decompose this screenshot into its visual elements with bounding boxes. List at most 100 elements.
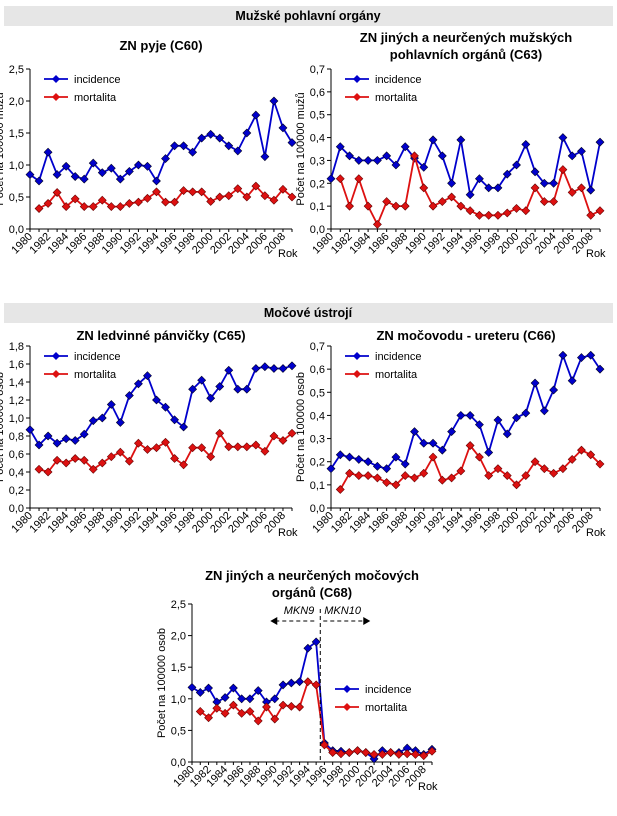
data-point: [52, 438, 62, 448]
y-tick-label: 0,3: [310, 434, 325, 446]
data-point: [474, 210, 484, 220]
data-point: [326, 464, 336, 474]
data-point: [539, 197, 549, 206]
y-tick-label: 0,0: [310, 503, 325, 515]
data-point: [595, 459, 605, 469]
data-point: [25, 170, 35, 180]
data-point: [245, 707, 255, 716]
arrow-head: [270, 617, 278, 625]
data-point: [278, 680, 288, 690]
data-point: [354, 471, 364, 481]
data-point: [215, 382, 225, 391]
data-point: [34, 204, 44, 213]
data-point: [70, 194, 80, 204]
data-point: [251, 364, 261, 373]
data-point: [152, 395, 161, 405]
data-point: [115, 418, 125, 427]
data-point: [567, 454, 577, 464]
data-point: [419, 468, 429, 478]
data-point: [70, 172, 80, 181]
data-point: [206, 393, 216, 403]
data-point: [586, 350, 596, 360]
data-point: [260, 152, 270, 162]
y-tick-label: 0,0: [171, 757, 186, 769]
data-point: [115, 202, 125, 212]
data-point: [124, 456, 134, 466]
y-tick-label: 0,2: [9, 485, 24, 497]
data-point: [197, 443, 207, 453]
data-point: [161, 154, 170, 164]
data-point: [344, 748, 354, 757]
data-point: [577, 183, 586, 193]
data-point: [303, 677, 313, 687]
data-point: [224, 191, 234, 201]
data-point: [493, 415, 503, 425]
legend-label: mortalita: [375, 92, 418, 104]
data-point: [204, 713, 213, 723]
data-point: [427, 746, 437, 756]
data-point: [124, 391, 134, 400]
data-point: [25, 425, 35, 435]
data-point: [286, 678, 296, 688]
data-point: [382, 478, 392, 487]
data-point: [206, 129, 216, 139]
data-point: [493, 464, 503, 474]
data-point: [278, 184, 288, 194]
data-point: [521, 408, 531, 418]
data-point: [278, 436, 288, 445]
y-tick-label: 0,2: [310, 178, 325, 190]
data-point: [269, 431, 279, 441]
data-point: [328, 748, 338, 757]
data-point: [549, 468, 559, 478]
data-point: [269, 96, 279, 106]
legend-label: incidence: [74, 351, 120, 363]
data-point: [567, 188, 577, 197]
y-tick-label: 0,6: [310, 364, 325, 376]
legend-marker: [353, 93, 361, 101]
chart-title: ZN ledvinné pánvičky (C65): [76, 328, 245, 343]
data-point: [237, 708, 247, 718]
y-axis-label: Počet na 100000 osob: [0, 372, 6, 482]
data-point: [586, 185, 596, 195]
data-point: [224, 365, 234, 375]
data-point: [79, 429, 89, 439]
data-point: [354, 174, 364, 184]
data-point: [97, 168, 107, 178]
data-point: [242, 192, 252, 202]
data-point: [363, 471, 373, 481]
data-point: [558, 133, 568, 142]
data-point: [215, 428, 225, 438]
legend-label: mortalita: [74, 369, 117, 381]
data-point: [335, 174, 345, 184]
data-point: [79, 202, 89, 212]
data-point: [400, 201, 410, 211]
data-point: [567, 151, 577, 161]
data-point: [437, 475, 447, 485]
data-point: [539, 406, 549, 416]
y-tick-label: 0,4: [310, 133, 325, 145]
y-tick-label: 1,5: [171, 662, 186, 674]
data-point: [474, 420, 484, 430]
data-point: [197, 133, 207, 143]
y-tick-label: 0,8: [9, 431, 24, 443]
data-point: [400, 471, 410, 481]
data-point: [400, 142, 410, 152]
data-point: [391, 201, 401, 211]
data-point: [251, 440, 261, 450]
series-line: [191, 640, 433, 760]
data-point: [382, 197, 392, 206]
data-point: [428, 438, 438, 448]
data-point: [456, 201, 466, 211]
data-point: [465, 190, 475, 200]
data-point: [52, 455, 62, 465]
data-point: [286, 701, 296, 711]
section-header: Močové ústrojí: [264, 306, 353, 320]
data-point: [512, 204, 521, 213]
data-point: [43, 467, 53, 477]
data-point: [419, 162, 429, 172]
data-point: [456, 466, 466, 476]
data-point: [233, 384, 243, 394]
data-point: [394, 749, 404, 759]
data-point: [539, 464, 549, 474]
data-point: [354, 454, 364, 464]
